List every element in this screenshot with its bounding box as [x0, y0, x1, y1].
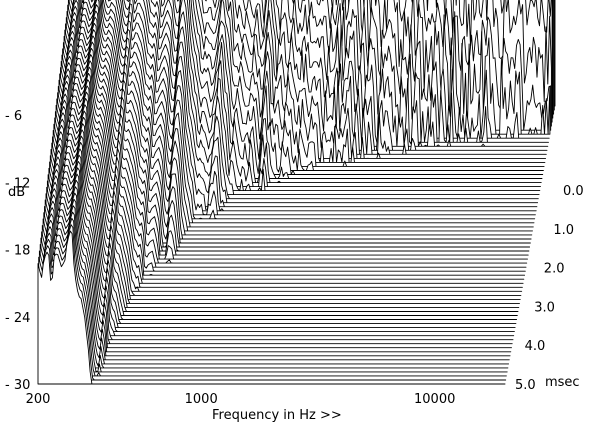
y-tick-label: - 24 — [5, 311, 30, 326]
y-tick-label: - 30 — [5, 378, 30, 393]
z-axis-unit: msec — [545, 375, 580, 390]
z-tick-label: 2.0 — [544, 262, 565, 277]
z-tick-label: 1.0 — [553, 223, 574, 238]
y-tick-label: - 6 — [5, 109, 22, 124]
y-tick-labels: - 6 - 12 - 18 - 24 - 30 — [5, 109, 30, 393]
x-tick-label: 1000 — [185, 392, 218, 407]
axes: dB - 6 - 12 - 18 - 24 - 30 200 1000 10000 0.0 1… — [5, 109, 584, 423]
waterfall-slices — [37, 0, 556, 385]
y-tick-label: - 12 — [5, 176, 30, 191]
x-axis-label: Frequency in Hz >> — [212, 408, 342, 423]
z-tick-label: 3.0 — [534, 300, 555, 315]
decay-slice — [37, 230, 506, 385]
y-tick-label: - 18 — [5, 244, 30, 259]
z-tick-label: 0.0 — [563, 184, 584, 199]
x-tick-label: 200 — [26, 392, 51, 407]
z-tick-label: 5.0 — [515, 378, 536, 393]
decay-slice — [67, 0, 536, 220]
x-tick-label: 10000 — [414, 392, 455, 407]
y-axis-label: dB — [8, 185, 25, 200]
x-tick-labels: 200 1000 10000 — [26, 392, 456, 407]
z-tick-labels: 0.0 1.0 2.0 3.0 4.0 5.0 — [515, 184, 584, 393]
z-tick-label: 4.0 — [525, 339, 546, 354]
